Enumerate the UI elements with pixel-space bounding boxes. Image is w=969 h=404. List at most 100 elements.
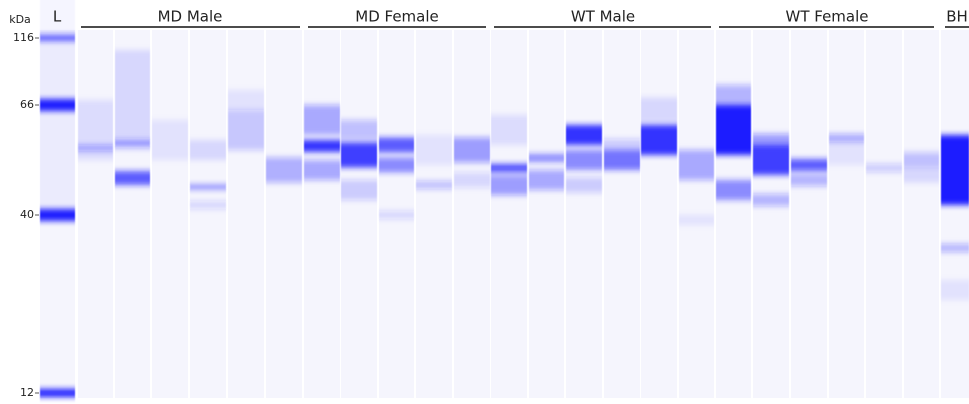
band	[416, 181, 452, 189]
marker-label: 12	[20, 386, 34, 399]
group-label: BH	[946, 8, 968, 26]
band	[791, 174, 827, 186]
lane-bands	[829, 134, 864, 165]
group-label: MD Male	[158, 8, 223, 26]
marker-label: 116	[13, 31, 34, 44]
band	[115, 171, 150, 185]
band	[679, 150, 714, 180]
lane-bands	[228, 90, 264, 150]
lane-bands	[416, 135, 452, 189]
band	[941, 280, 969, 300]
band	[40, 389, 75, 397]
band	[753, 194, 789, 206]
band	[341, 142, 377, 168]
lane	[190, 30, 226, 398]
lane-bands	[304, 105, 340, 180]
band	[716, 180, 751, 200]
band	[604, 150, 640, 170]
lane	[228, 30, 264, 398]
lane	[491, 30, 527, 398]
band	[604, 139, 640, 151]
group-label: MD Female	[355, 8, 439, 26]
band	[379, 211, 414, 219]
lane	[791, 30, 827, 398]
band	[379, 157, 414, 173]
marker-label: 66	[20, 98, 34, 111]
band	[78, 100, 113, 160]
lane-bands	[753, 134, 789, 206]
band	[904, 167, 939, 183]
band	[266, 157, 302, 183]
lane	[266, 30, 302, 398]
lane-bands	[190, 140, 226, 209]
band	[152, 120, 188, 160]
band	[904, 152, 939, 168]
band	[641, 97, 677, 123]
band	[115, 50, 150, 150]
band	[941, 140, 969, 160]
band	[304, 105, 340, 135]
lane-bands	[152, 120, 188, 160]
band	[491, 115, 527, 145]
band	[190, 201, 226, 209]
band	[40, 0, 75, 210]
marker-label: 40	[20, 208, 34, 221]
band	[416, 135, 452, 165]
lane-bands	[941, 135, 969, 300]
lane-bands	[679, 150, 714, 225]
band	[566, 177, 602, 193]
lane-bands	[904, 152, 939, 183]
lane	[341, 30, 377, 398]
lane	[679, 30, 714, 398]
group-label: WT Female	[786, 8, 869, 26]
lane-bands	[491, 115, 527, 195]
band	[529, 170, 564, 190]
band	[40, 209, 75, 221]
lane	[753, 30, 789, 398]
band	[566, 150, 602, 170]
band	[941, 244, 969, 252]
lane-bands	[341, 120, 377, 200]
band	[190, 184, 226, 190]
lane-bands	[716, 85, 751, 200]
lane-bands	[604, 139, 640, 170]
lane-bands	[566, 125, 602, 193]
lane-bands	[266, 157, 302, 183]
band	[341, 180, 377, 200]
band	[529, 154, 564, 162]
band	[304, 140, 340, 152]
lane-bands	[529, 154, 564, 190]
lane-bands	[379, 137, 414, 219]
lane	[641, 30, 677, 398]
lanes	[40, 0, 969, 398]
band	[716, 105, 751, 155]
lane	[904, 30, 939, 398]
band	[753, 145, 789, 175]
band	[791, 159, 827, 171]
lane	[829, 30, 864, 398]
lane-bands	[454, 137, 490, 188]
band	[304, 160, 340, 180]
lane	[304, 30, 340, 398]
lane	[416, 30, 452, 398]
lane	[566, 30, 602, 398]
lane	[78, 30, 113, 398]
band	[491, 164, 527, 172]
lane	[529, 30, 564, 398]
band	[753, 134, 789, 146]
lane-bands	[40, 0, 75, 397]
band	[491, 175, 527, 195]
band	[379, 137, 414, 153]
band	[679, 215, 714, 225]
lane	[454, 30, 490, 398]
lane	[152, 30, 188, 398]
lane-bands	[791, 159, 827, 186]
band	[228, 90, 264, 110]
band	[190, 140, 226, 160]
band	[228, 110, 264, 150]
unit-label: kDa	[9, 13, 31, 26]
lane	[866, 30, 902, 398]
band	[341, 120, 377, 140]
ladder-label: L	[53, 8, 62, 26]
